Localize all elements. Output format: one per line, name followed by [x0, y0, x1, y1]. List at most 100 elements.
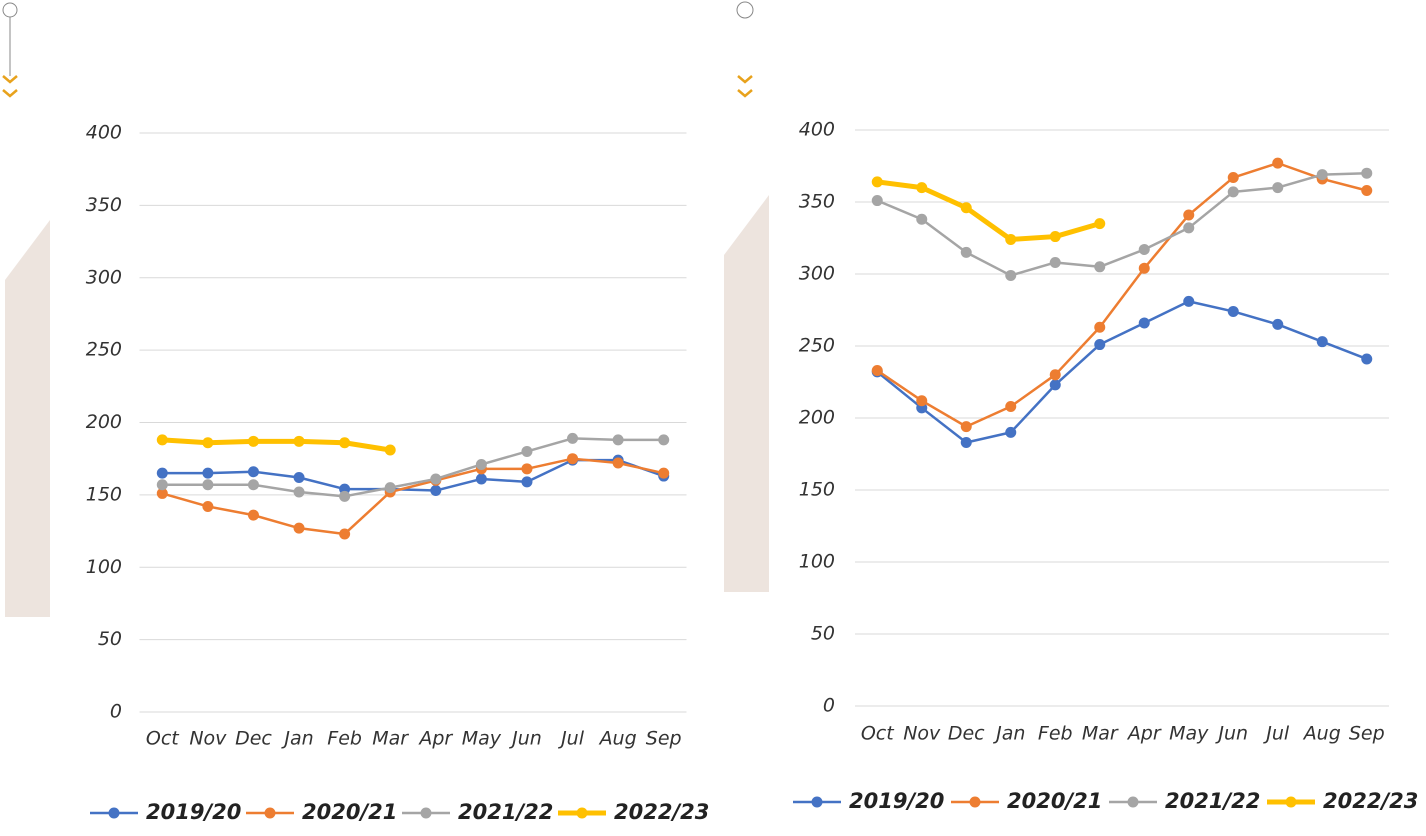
- y-tick-label: 50: [98, 628, 122, 650]
- series-line: [876, 161, 1368, 428]
- data-point: [293, 435, 305, 447]
- data-point: [960, 202, 972, 214]
- data-point: [202, 467, 214, 479]
- data-point: [871, 364, 883, 376]
- data-point: [430, 485, 442, 497]
- data-point: [202, 500, 214, 512]
- data-point: [1361, 167, 1373, 179]
- x-tick-label: Jul: [1262, 723, 1290, 745]
- legend-label: 2019/20: [146, 800, 241, 824]
- data-point: [1227, 305, 1239, 317]
- x-tick-label: Jan: [992, 723, 1025, 745]
- data-point: [339, 437, 351, 449]
- x-tick-label: Oct: [146, 728, 180, 750]
- legend-label: 2021/22: [458, 800, 553, 824]
- legend-marker: [108, 807, 120, 819]
- y-tick-label: 100: [86, 556, 122, 578]
- y-tick-label: 150: [799, 479, 835, 501]
- data-point: [475, 473, 487, 485]
- legend-label: 2019/20: [849, 789, 944, 813]
- data-point: [916, 395, 928, 407]
- y-tick-label: 250: [799, 335, 835, 357]
- x-tick-label: Jun: [508, 728, 542, 750]
- data-point: [521, 476, 533, 488]
- data-point: [521, 463, 533, 475]
- x-tick-label: Oct: [861, 723, 895, 745]
- data-point: [293, 472, 305, 484]
- data-point: [339, 490, 351, 502]
- data-point: [1005, 269, 1017, 281]
- x-tick-label: Feb: [1038, 723, 1073, 745]
- data-point: [1094, 339, 1106, 351]
- legend-marker: [811, 796, 823, 808]
- x-tick-label: Sep: [1349, 723, 1385, 745]
- legend-marker: [264, 807, 276, 819]
- data-point: [1227, 186, 1239, 198]
- x-tick-label: May: [1169, 723, 1209, 745]
- x-tick-label: Mar: [372, 728, 409, 750]
- series-line: [876, 179, 1101, 242]
- data-point: [1138, 244, 1150, 256]
- data-point: [916, 182, 928, 194]
- data-point: [430, 473, 442, 485]
- y-tick-label: 250: [86, 339, 122, 361]
- data-point: [1005, 233, 1017, 245]
- data-point: [1272, 157, 1284, 169]
- y-tick-label: 100: [799, 551, 835, 573]
- chevron: [737, 75, 753, 98]
- y-tick-label: 350: [86, 194, 122, 216]
- legend-label: 2020/21: [1007, 789, 1102, 813]
- beige-panel: [724, 195, 769, 592]
- data-point: [293, 522, 305, 534]
- series-line: [162, 437, 664, 498]
- data-point: [658, 434, 670, 446]
- y-tick-label: 150: [86, 483, 122, 505]
- y-tick-label: 0: [823, 695, 835, 717]
- data-point: [156, 479, 168, 491]
- beige-panel: [5, 220, 50, 617]
- x-tick-label: Sep: [646, 728, 682, 750]
- data-point: [247, 479, 259, 491]
- data-point: [1272, 182, 1284, 194]
- data-point: [1316, 336, 1328, 348]
- y-tick-label: 50: [811, 623, 835, 645]
- data-point: [1361, 184, 1373, 196]
- legend-marker: [969, 796, 981, 808]
- y-tick-label: 200: [799, 407, 835, 429]
- data-point: [1049, 379, 1061, 391]
- x-tick-label: Apr: [417, 728, 453, 750]
- legend-marker: [1285, 796, 1297, 808]
- y-tick-label: 350: [799, 191, 835, 213]
- data-point: [1272, 318, 1284, 330]
- y-tick-label: 300: [86, 266, 122, 288]
- data-point: [156, 487, 168, 499]
- x-tick-label: Nov: [903, 723, 941, 745]
- data-point: [293, 486, 305, 498]
- data-point: [156, 434, 168, 446]
- data-point: [1138, 317, 1150, 329]
- data-point: [202, 479, 214, 491]
- y-tick-label: 300: [799, 263, 835, 285]
- y-tick-label: 200: [86, 411, 122, 433]
- data-point: [1094, 321, 1106, 333]
- data-point: [658, 467, 670, 479]
- x-tick-label: Apr: [1126, 723, 1162, 745]
- data-point: [960, 246, 972, 258]
- data-point: [1183, 295, 1195, 307]
- data-point: [384, 482, 396, 494]
- series-line: [876, 300, 1368, 444]
- data-point: [960, 436, 972, 448]
- data-point: [1049, 369, 1061, 381]
- x-tick-label: Dec: [235, 728, 272, 750]
- x-tick-label: Mar: [1082, 723, 1119, 745]
- data-point: [247, 509, 259, 521]
- data-point: [1138, 262, 1150, 274]
- data-point: [1094, 218, 1106, 230]
- data-point: [567, 432, 579, 444]
- data-point: [960, 421, 972, 433]
- data-point: [1049, 231, 1061, 243]
- data-point: [247, 435, 259, 447]
- data-point: [384, 444, 396, 456]
- legend-label: 2020/21: [302, 800, 397, 824]
